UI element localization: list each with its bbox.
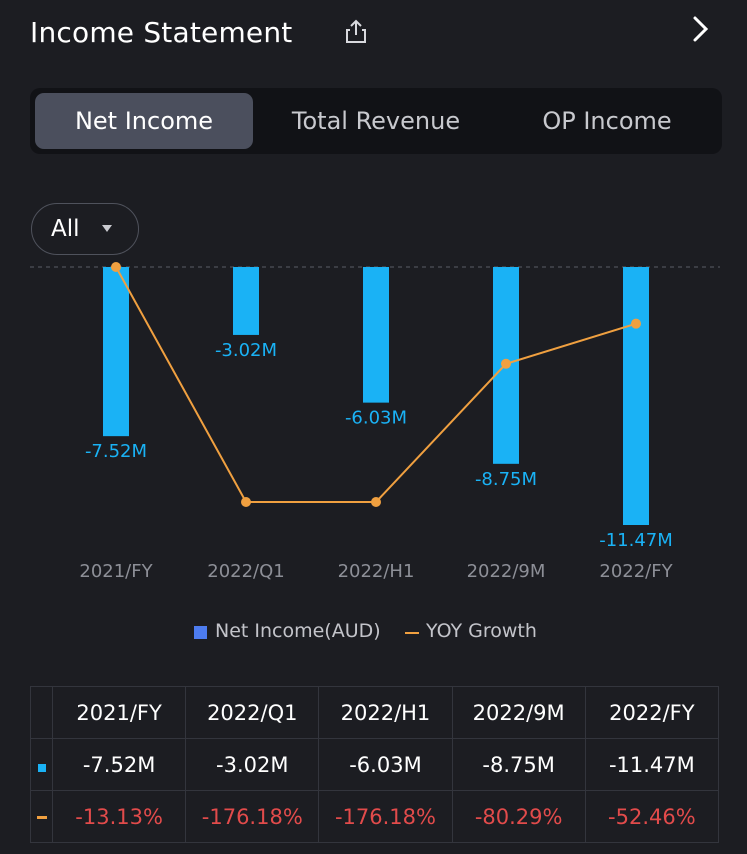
- net-income-bar: [363, 267, 389, 403]
- table-cell: -13.13%: [51, 790, 187, 843]
- legend-bar-swatch: [194, 626, 207, 639]
- table-cell: -3.02M: [185, 738, 320, 791]
- table-row-growth: -13.13% -176.18% -176.18% -80.29% -52.46…: [30, 790, 720, 843]
- data-table: 2021/FY 2022/Q1 2022/H1 2022/9M 2022/FY …: [30, 686, 720, 843]
- bar-value-label: -7.52M: [85, 441, 147, 462]
- bar-value-label: -8.75M: [475, 469, 537, 490]
- tab-total-revenue[interactable]: Total Revenue: [291, 107, 461, 135]
- table-row-income: -7.52M -3.02M -6.03M -8.75M -11.47M: [30, 738, 720, 791]
- table-cell: -176.18%: [318, 790, 453, 843]
- table-header-cell: 2022/FY: [584, 686, 720, 739]
- table-cell: -80.29%: [451, 790, 586, 843]
- page-title: Income Statement: [30, 16, 293, 49]
- x-tick-label: 2022/FY: [599, 561, 673, 582]
- yoy-growth-point: [501, 358, 511, 369]
- period-filter-dropdown[interactable]: All: [31, 203, 139, 255]
- table-cell: -11.47M: [584, 738, 720, 791]
- legend-line-swatch: [405, 632, 419, 634]
- legend-line-label: YOY Growth: [426, 620, 537, 642]
- caret-down-icon: [102, 225, 112, 232]
- net-income-bar: [233, 267, 259, 335]
- net-income-bar: [103, 267, 129, 437]
- table-header-cell: 2022/H1: [318, 686, 453, 739]
- yoy-growth-point: [111, 262, 121, 272]
- tab-bar: Net Income Total Revenue OP Income: [30, 88, 722, 154]
- header: Income Statement: [30, 10, 720, 56]
- table-cell: -7.52M: [51, 738, 187, 791]
- table-cell: -52.46%: [584, 790, 720, 843]
- x-tick-label: 2021/FY: [79, 561, 153, 582]
- yoy-growth-key-icon: [36, 816, 47, 819]
- table-cell: -176.18%: [185, 790, 320, 843]
- share-icon[interactable]: [342, 18, 370, 46]
- tab-op-income[interactable]: OP Income: [542, 107, 672, 135]
- x-tick-label: 2022/H1: [338, 561, 415, 582]
- table-cell: -6.03M: [318, 738, 453, 791]
- table-cell: -8.75M: [451, 738, 586, 791]
- tab-net-income[interactable]: Net Income: [35, 93, 253, 149]
- table-header-row: 2021/FY 2022/Q1 2022/H1 2022/9M 2022/FY: [30, 686, 720, 739]
- legend: Net Income(AUD) YOY Growth: [0, 620, 747, 650]
- bar-value-label: -11.47M: [599, 530, 673, 551]
- table-header-cell: 2021/FY: [51, 686, 187, 739]
- row-key-cell: [30, 738, 53, 791]
- yoy-growth-point: [371, 497, 381, 507]
- table-corner-cell: [30, 686, 53, 739]
- net-income-bar: [623, 267, 649, 525]
- bar-value-label: -3.02M: [215, 340, 277, 361]
- chevron-right-icon[interactable]: [688, 14, 714, 44]
- table-header-cell: 2022/Q1: [185, 686, 320, 739]
- x-tick-label: 2022/9M: [467, 561, 546, 582]
- row-key-cell: [30, 790, 53, 843]
- legend-bar-label: Net Income(AUD): [215, 620, 381, 642]
- filter-label: All: [51, 216, 80, 242]
- yoy-growth-point: [241, 497, 251, 507]
- x-tick-label: 2022/Q1: [207, 561, 285, 582]
- table-header-cell: 2022/9M: [451, 686, 586, 739]
- yoy-growth-point: [631, 318, 641, 329]
- bar-value-label: -6.03M: [345, 408, 407, 429]
- income-chart: -7.52M -3.02M -6.03M -8.75M -11.47M 2021/FY 2…: [30, 262, 720, 582]
- net-income-key-icon: [37, 763, 46, 772]
